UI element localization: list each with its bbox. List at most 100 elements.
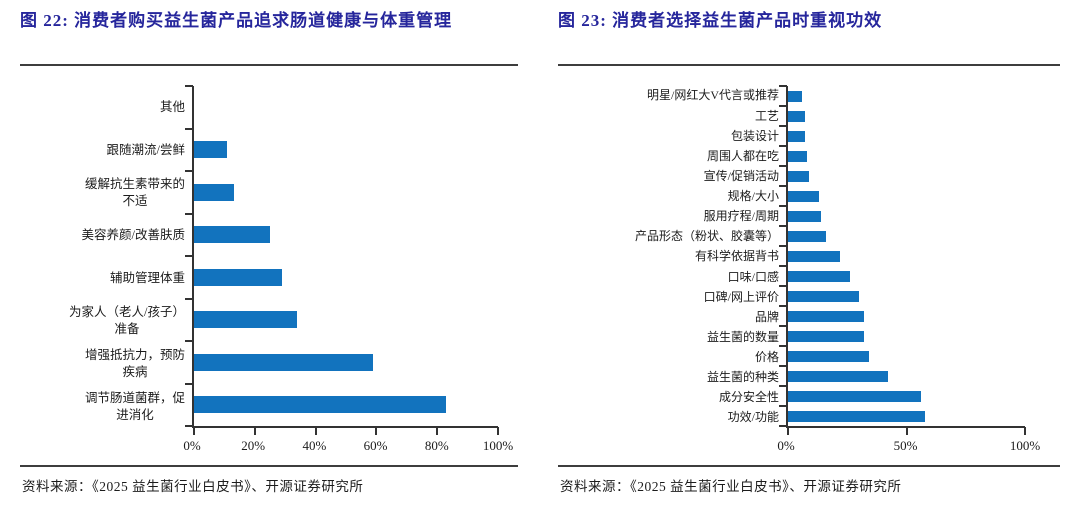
y-axis-tick: [779, 405, 787, 407]
y-axis-tick: [779, 145, 787, 147]
category-label: 有科学依据背书: [558, 247, 786, 267]
category-label-line: 跟随潮流/尝鲜: [106, 142, 185, 157]
category-label-line: 为家人（老人/孩子）: [69, 305, 185, 320]
bar-track: [788, 226, 1025, 246]
category-label-line: 准备: [114, 322, 140, 337]
category-label-line: 价格: [754, 350, 779, 365]
category-label-text: 增强抵抗力，预防 疾病: [85, 347, 185, 381]
figure-22-title: 图 22: 消费者购买益生菌产品追求肠道健康与体重管理: [20, 11, 453, 30]
source-text: 资料来源：《2025 益生菌行业白皮书》、开源证券研究所: [22, 479, 364, 494]
bar: [788, 270, 850, 282]
title-divider: [20, 64, 518, 66]
bar-track: [788, 326, 1025, 346]
bar: [788, 150, 807, 162]
category-label-text: 包装设计: [731, 129, 779, 143]
x-axis-tick-label: 80%: [424, 438, 449, 453]
category-label-line: 有科学依据背书: [694, 249, 779, 264]
bar: [194, 141, 228, 159]
category-label: 美容养颜/改善肤质: [20, 214, 192, 257]
x-axis-tick: [375, 427, 378, 435]
x-axis-tick-labels: 0% 50% 100%: [777, 428, 1040, 454]
y-axis-tick: [185, 127, 193, 130]
bar-chart-fig22: 其他跟随潮流/尝鲜缓解抗生素带来的 不适美容养颜/改善肤质辅助管理体重为家人（老人…: [20, 66, 518, 454]
category-label-text: 益生菌的种类: [707, 371, 779, 384]
category-label-text: 口味/口感: [727, 269, 779, 284]
category-label: 辅助管理体重: [20, 257, 192, 300]
bar: [788, 310, 864, 322]
y-axis-tick: [779, 285, 787, 287]
bar-track: [788, 106, 1025, 126]
figure-23-title: 图 23: 消费者选择益生菌产品时重视功效: [558, 11, 883, 30]
x-axis-tick: [314, 427, 317, 435]
category-label-line: 周围人都在吃: [706, 148, 779, 163]
category-label: 品牌: [558, 307, 786, 327]
y-axis-tick: [779, 325, 787, 327]
bar: [788, 130, 805, 142]
x-axis-tick-label: 0%: [777, 438, 795, 453]
category-label-line: 增强抵抗力，预防: [84, 348, 185, 362]
y-axis-tick: [779, 425, 787, 427]
bar-track: [788, 406, 1025, 426]
category-label-line: 益生菌的种类: [706, 370, 779, 385]
bar-track: [788, 126, 1025, 146]
category-label: 功效/功能: [558, 408, 786, 428]
y-axis-tick: [185, 382, 193, 385]
bar-track: [788, 166, 1025, 186]
y-axis-tick: [185, 212, 193, 215]
category-label-line: 产品形态（粉状、胶囊等）: [634, 229, 779, 244]
title-divider: [558, 64, 1060, 66]
category-label-line: 口味/口感: [727, 269, 779, 284]
x-axis-tick: [905, 427, 908, 435]
y-axis-tick: [779, 384, 787, 387]
category-label-line: 调节肠道菌群，促: [84, 390, 185, 405]
category-label-text: 口碑/网上评价: [704, 290, 779, 304]
category-label-text: 辅助管理体重: [110, 270, 185, 287]
category-label-text: 其他: [160, 99, 185, 116]
bar-track: [194, 86, 498, 129]
x-axis: 0% 50% 100%: [558, 428, 1060, 454]
bar: [788, 370, 888, 382]
category-label-text: 周围人都在吃: [706, 148, 779, 163]
category-label-line: 工艺: [754, 108, 779, 123]
bar-track: [788, 246, 1025, 266]
bar-track: [788, 346, 1025, 366]
category-label-line: 缓解抗生素带来的: [84, 177, 185, 191]
category-label: 口碑/网上评价: [558, 287, 786, 307]
category-label: 增强抵抗力，预防 疾病: [20, 343, 192, 386]
y-axis-tick: [185, 425, 193, 427]
category-label: 其他: [20, 86, 192, 129]
category-label-text: 宣传/促销活动: [704, 169, 779, 183]
category-label-line: 服用疗程/周期: [703, 209, 779, 224]
category-label-text: 有科学依据背书: [695, 250, 779, 263]
y-axis-tick: [779, 205, 787, 207]
bar-track: [788, 366, 1025, 386]
bar: [788, 210, 822, 222]
x-axis-tick-label: 60%: [363, 438, 388, 453]
y-axis-tick: [185, 170, 193, 172]
category-label-line: 明星/网红大V代言或推荐: [646, 88, 779, 103]
bar: [788, 390, 921, 402]
category-label: 口味/口感: [558, 267, 786, 287]
x-axis-tick-label: 40%: [302, 438, 327, 453]
bar-track: [194, 214, 498, 257]
category-label: 益生菌的数量: [558, 328, 786, 348]
y-axis-tick: [779, 265, 787, 267]
category-label: 明星/网红大V代言或推荐: [558, 86, 786, 106]
category-label-text: 调节肠道菌群，促 进消化: [85, 390, 185, 424]
x-axis-tick: [497, 427, 499, 435]
category-label-text: 益生菌的数量: [707, 330, 779, 344]
category-label-text: 服用疗程/周期: [704, 210, 779, 223]
category-label-text: 工艺: [754, 108, 779, 123]
category-label: 益生菌的种类: [558, 368, 786, 388]
source-note: 资料来源：《2025 益生菌行业白皮书》、开源证券研究所: [558, 465, 1060, 501]
category-label-line: 成分安全性: [718, 390, 779, 405]
category-label-line: 其他: [159, 99, 185, 114]
bar-track: [788, 286, 1025, 306]
category-label-text: 成分安全性: [719, 391, 779, 404]
bar-track: [194, 129, 498, 172]
bar-track: [194, 341, 498, 384]
y-axis-tick: [779, 365, 787, 367]
category-axis-labels: 其他跟随潮流/尝鲜缓解抗生素带来的 不适美容养颜/改善肤质辅助管理体重为家人（老人…: [20, 86, 192, 428]
category-label-text: 功效/功能: [728, 411, 779, 424]
category-label-line: 不适: [122, 193, 148, 208]
